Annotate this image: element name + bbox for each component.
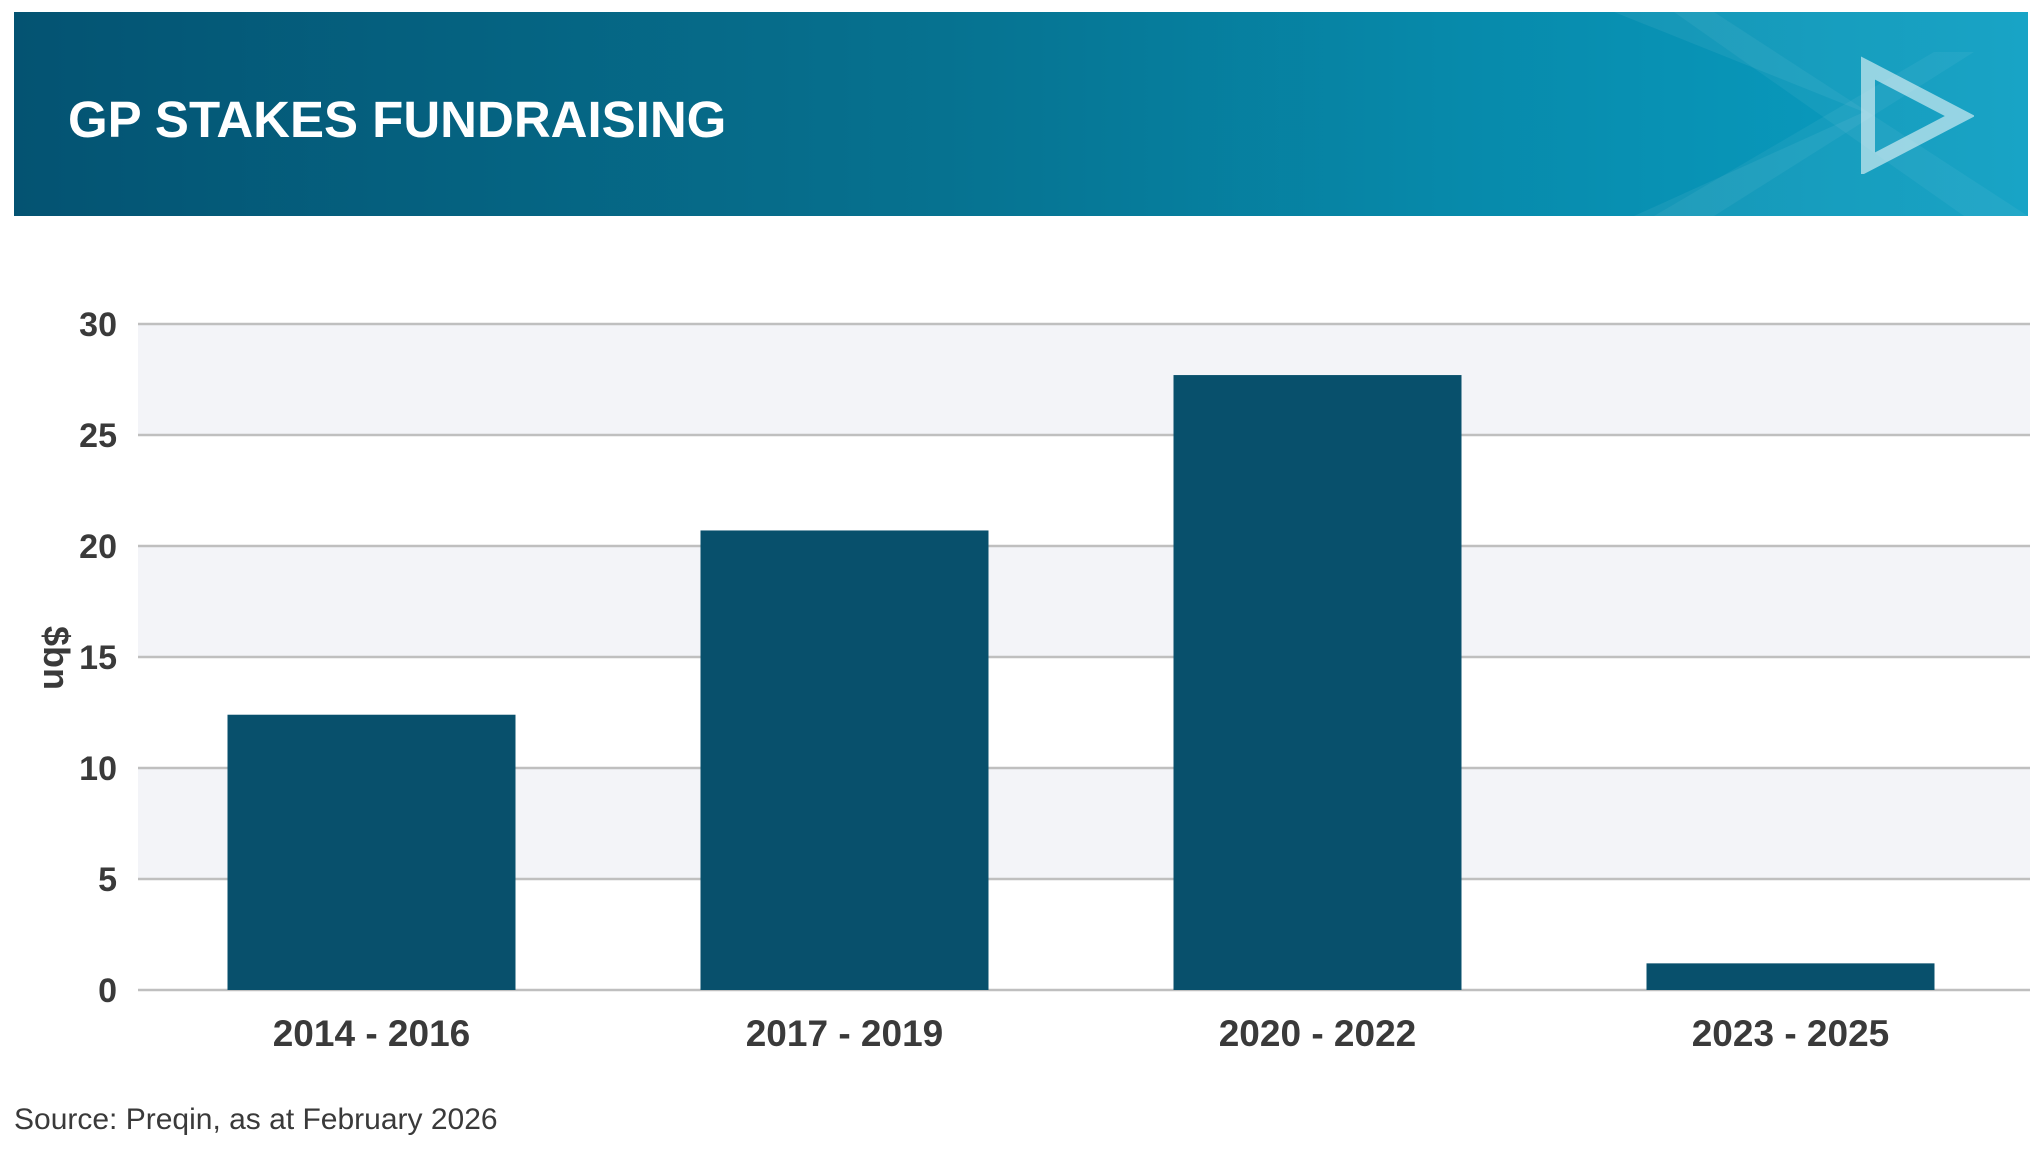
y-tick-label: 30 — [79, 306, 117, 344]
gridlines — [138, 322, 2030, 992]
bar — [227, 714, 516, 990]
banner-decoration — [1614, 12, 2028, 216]
bar — [1173, 375, 1462, 990]
x-tick-label: 2017 - 2019 — [746, 1013, 944, 1054]
y-tick-label: 5 — [98, 861, 117, 899]
y-tick-label: 0 — [98, 972, 117, 1010]
bars — [227, 375, 1935, 990]
y-tick-label: 10 — [79, 750, 117, 788]
y-axis-ticks: 0 5 10 15 20 25 30 — [79, 306, 117, 1010]
y-tick-label: 25 — [79, 417, 117, 455]
y-tick-label: 15 — [79, 639, 117, 677]
x-tick-label: 2023 - 2025 — [1692, 1013, 1890, 1054]
bar — [700, 530, 989, 990]
bar — [1646, 963, 1935, 990]
plot-band — [138, 324, 2030, 435]
chart-header-banner: GP STAKES FUNDRAISING — [14, 12, 2028, 216]
x-tick-label: 2014 - 2016 — [273, 1013, 471, 1054]
plot-band — [138, 546, 2030, 657]
y-tick-label: 20 — [79, 528, 117, 566]
chart-title: GP STAKES FUNDRAISING — [68, 91, 727, 148]
play-logo-icon — [1861, 56, 1974, 174]
y-axis-label: $bn — [36, 626, 77, 690]
x-tick-label: 2020 - 2022 — [1219, 1013, 1417, 1054]
source-note: Source: Preqin, as at February 2026 — [14, 1103, 498, 1136]
x-axis-ticks: 2014 - 2016 2017 - 2019 2020 - 2022 2023 - … — [273, 1013, 1890, 1054]
